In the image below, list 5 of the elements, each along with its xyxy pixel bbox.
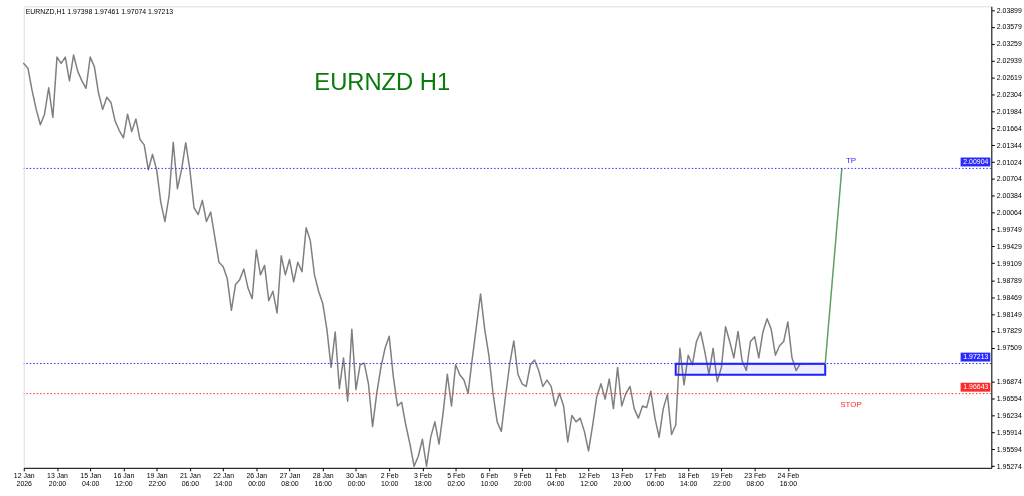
- line-series: [23, 54, 802, 467]
- line-series: [824, 167, 843, 365]
- annotation: STOP: [840, 399, 862, 409]
- annotation: TP: [845, 156, 857, 166]
- text: EURNZD H1: [314, 67, 451, 95]
